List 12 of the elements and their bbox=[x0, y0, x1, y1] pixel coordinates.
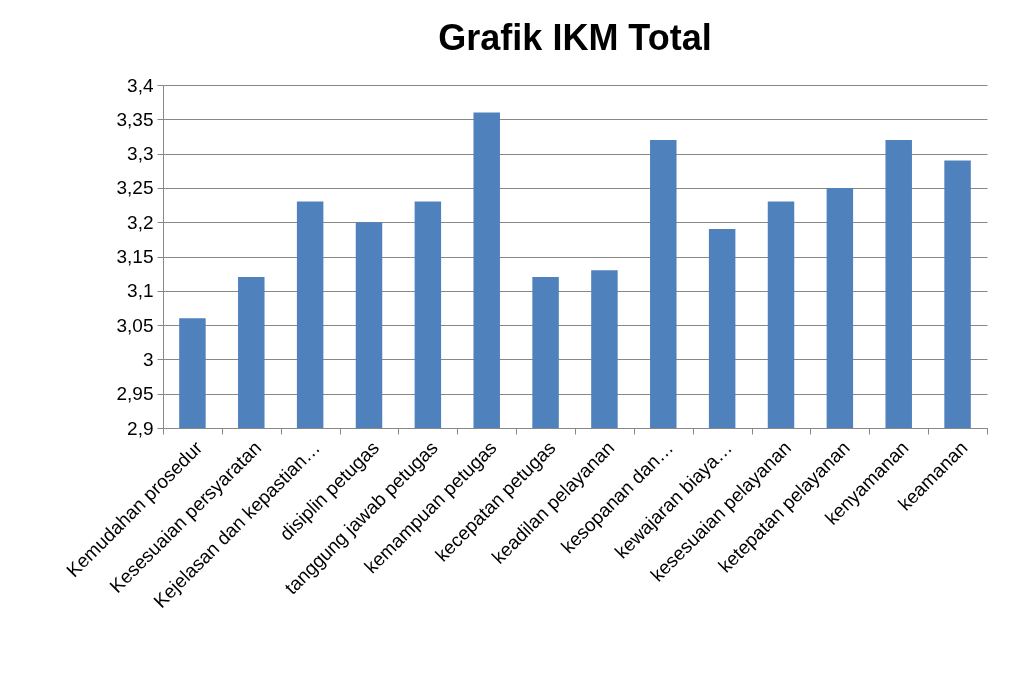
y-tick-label: 3,3 bbox=[127, 143, 154, 165]
y-tick-label: 3,05 bbox=[116, 314, 154, 336]
y-tick-label: 2,95 bbox=[116, 383, 154, 405]
y-tick-label: 3,4 bbox=[127, 74, 154, 96]
y-tick-label: 3,1 bbox=[127, 280, 154, 302]
y-tick-label: 3 bbox=[142, 348, 154, 370]
y-tick-label: 3,35 bbox=[116, 108, 154, 130]
y-tick-label: 3,15 bbox=[116, 246, 154, 267]
y-tick-label: 2,9 bbox=[127, 417, 154, 439]
y-tick-label: 3,25 bbox=[116, 177, 154, 199]
y-tick-label: 3,2 bbox=[127, 211, 154, 233]
chart-title: Grafik IKM Total bbox=[438, 17, 712, 58]
